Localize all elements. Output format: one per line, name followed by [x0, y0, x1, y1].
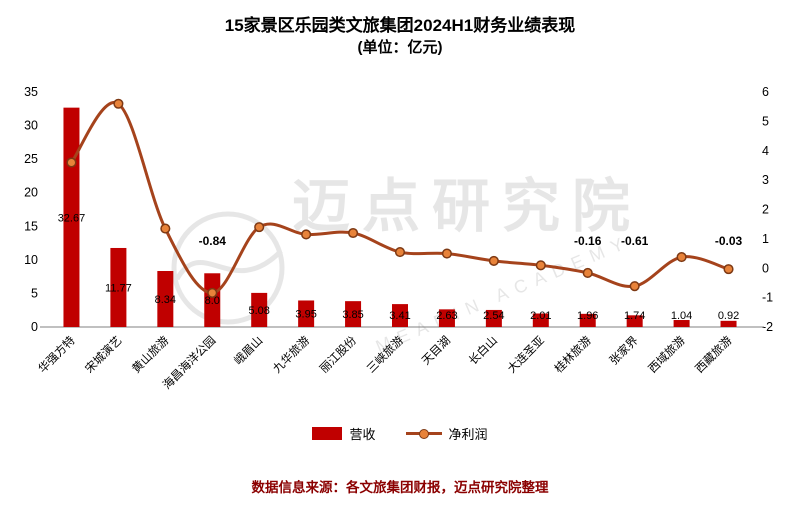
category-label: 桂林旅游	[551, 333, 594, 376]
bar-value-label: 1.04	[671, 310, 692, 322]
right-axis-tick: 6	[762, 85, 769, 99]
bar	[110, 247, 127, 327]
category-label: 天目湖	[419, 333, 453, 367]
line-marker	[629, 281, 640, 292]
legend-bar-swatch	[312, 427, 343, 440]
line-marker	[723, 264, 734, 275]
bar	[438, 309, 455, 327]
chart-title: 15家景区乐园类文旅集团2024H1财务业绩表现	[224, 16, 576, 35]
line-marker	[301, 229, 312, 240]
category-label: 华强方特	[35, 333, 78, 376]
bar-value-label: 8.0	[205, 295, 220, 307]
chart-canvas: 0 5 10 15 20 25 30 35 -2 -1 0 1 2 3 4 5 6 32.67 华强方特 11.77 宋…	[24, 85, 773, 392]
line-marker	[394, 247, 406, 258]
left-axis-tick: 15	[24, 219, 38, 233]
line-marker	[207, 287, 218, 298]
bar	[298, 300, 315, 327]
bar	[251, 292, 268, 327]
bar-value-label: 2.01	[530, 310, 551, 322]
left-axis-tick: 0	[31, 320, 38, 334]
line-marker	[348, 227, 359, 239]
category-label: 西域旅游	[645, 333, 688, 376]
bar-value-label: 0.92	[718, 310, 739, 322]
chart-subtitle: (单位：亿元)	[357, 39, 443, 56]
bar	[579, 313, 596, 327]
legend-marker-dot	[418, 428, 429, 439]
line-marker	[441, 248, 452, 259]
bar	[392, 304, 408, 327]
category-label: 峨眉山	[232, 334, 266, 368]
bar-value-label: 2.54	[483, 310, 504, 322]
bar	[345, 301, 362, 327]
right-axis-tick: 1	[762, 232, 769, 246]
legend-item-netprofit: 净利润	[405, 424, 488, 443]
bar-value-label: 5.08	[248, 305, 269, 317]
line-marker	[676, 252, 687, 263]
bar	[157, 271, 174, 327]
category-label: 宋城演艺	[82, 333, 124, 375]
right-axis-tick: 3	[762, 173, 769, 187]
netprofit-label: -0.61	[621, 234, 649, 248]
netprofit-label: -0.16	[574, 234, 602, 248]
category-label: 黄山旅游	[129, 333, 172, 376]
right-axis-tick: 4	[762, 144, 769, 158]
bar-value-label: 32.67	[58, 212, 86, 224]
bar	[720, 320, 737, 327]
left-axis-tick: 30	[24, 119, 38, 133]
netprofit-line	[70, 100, 730, 295]
bar-value-label: 3.85	[342, 309, 363, 321]
line-marker	[113, 98, 124, 109]
line-marker	[160, 223, 171, 234]
legend-label-revenue: 营收	[349, 427, 376, 442]
category-label: 三峡旅游	[364, 333, 407, 376]
right-axis-tick: 5	[762, 114, 769, 128]
legend-label-netprofit: 净利润	[448, 427, 488, 442]
legend-line-swatch	[405, 428, 442, 439]
line-marker	[66, 157, 77, 168]
left-axis-tick: 5	[31, 286, 38, 300]
title-block: 15家景区乐园类文旅集团2024H1财务业绩表现 (单位：亿元)	[0, 14, 800, 58]
bar	[204, 273, 221, 327]
bar	[626, 315, 643, 327]
bar-value-label: 1.74	[624, 310, 645, 322]
bar-value-label: 11.77	[105, 282, 132, 294]
bar-value-label: 2.63	[436, 310, 457, 322]
category-label: 大连圣亚	[504, 333, 546, 375]
category-label: 西藏旅游	[692, 333, 735, 376]
bar	[532, 313, 549, 327]
netprofit-label: -0.03	[715, 234, 743, 248]
netprofit-label: -0.84	[199, 234, 227, 248]
bar	[673, 320, 690, 327]
category-label: 长白山	[466, 333, 500, 367]
category-label: 丽江股份	[317, 334, 359, 376]
left-axis-tick: 25	[24, 152, 38, 166]
chart-legend: 营收 净利润	[0, 424, 800, 443]
right-axis-tick: 0	[762, 261, 769, 275]
line-marker	[582, 267, 593, 278]
line-marker	[535, 260, 546, 271]
left-axis-tick: 20	[24, 186, 38, 200]
right-axis-tick: -1	[762, 291, 773, 305]
left-axis-tick: 35	[24, 85, 38, 99]
line-marker	[254, 222, 265, 233]
line-marker	[488, 255, 499, 266]
bar	[485, 309, 502, 327]
bar-value-label: 1.96	[577, 310, 598, 322]
left-axis-tick: 10	[24, 253, 38, 267]
right-axis-tick: -2	[762, 320, 773, 334]
source-note: 数据信息来源：各文旅集团财报，迈点研究院整理	[251, 480, 549, 495]
legend-item-revenue: 营收	[312, 424, 376, 443]
bar-value-label: 3.95	[295, 309, 316, 321]
category-label: 张家界	[606, 333, 641, 368]
category-label: 九华旅游	[270, 333, 313, 376]
bar-value-label: 3.41	[389, 310, 410, 322]
bar-value-label: 8.34	[155, 294, 176, 306]
right-axis-tick: 2	[762, 203, 769, 217]
